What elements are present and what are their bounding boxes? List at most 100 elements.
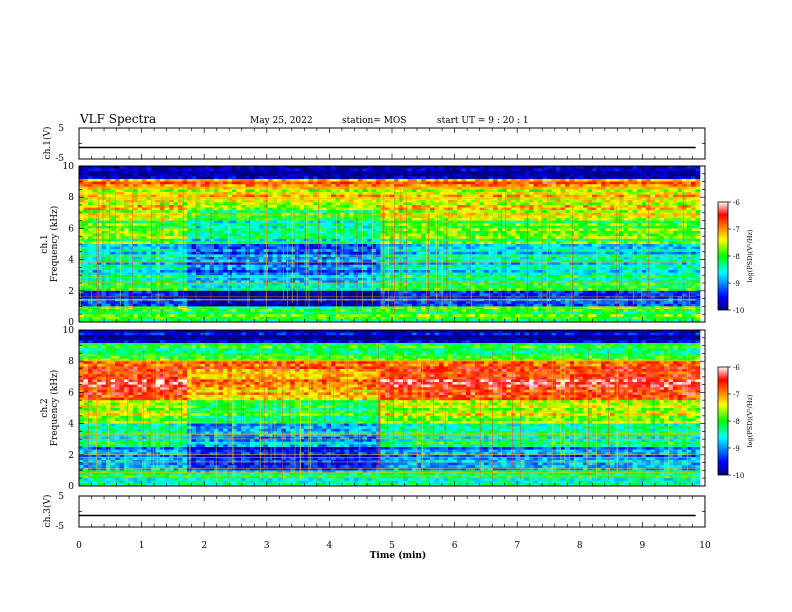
psd-cell [335, 249, 341, 253]
psd-cell [79, 223, 84, 227]
psd-cell [119, 246, 125, 250]
psd-cell [245, 194, 251, 198]
psd-cell [457, 207, 462, 211]
psd-cell [263, 199, 269, 203]
psd-cell [344, 215, 350, 219]
psd-cell [290, 246, 296, 250]
psd-cell [223, 171, 228, 175]
psd-cell [286, 192, 291, 195]
psd-cell [92, 202, 98, 206]
psd-cell [254, 179, 260, 182]
psd-cell [389, 189, 395, 193]
psd-cell [79, 194, 84, 198]
psd-cell [641, 205, 647, 208]
psd-cell [632, 181, 638, 185]
psd-cell [506, 205, 512, 208]
psd-cell [299, 179, 305, 182]
psd-cell [286, 228, 291, 232]
psd-cell [416, 241, 422, 245]
psd-cell [232, 215, 237, 219]
psd-cell [277, 225, 282, 229]
psd-cell [380, 173, 386, 177]
psd-cell [106, 202, 111, 206]
psd-cell [187, 179, 192, 182]
psd-cell [641, 189, 647, 193]
psd-cell [637, 212, 642, 216]
psd-cell [484, 225, 489, 229]
psd-cell [695, 205, 701, 208]
psd-cell [119, 228, 125, 232]
psd-cell [241, 168, 246, 172]
psd-cell [394, 220, 399, 224]
psd-cell [286, 212, 291, 216]
psd-cell [506, 225, 512, 229]
psd-cell [187, 220, 192, 224]
psd-cell [673, 205, 678, 208]
psd-cell [430, 189, 435, 193]
psd-cell [664, 233, 669, 237]
psd-cell [349, 181, 354, 185]
psd-cell [448, 179, 453, 182]
psd-cell [115, 251, 120, 255]
psd-cell [556, 223, 561, 227]
psd-cell [259, 189, 264, 193]
psd-cell [691, 228, 696, 232]
psd-cell [232, 202, 237, 206]
psd-cell [632, 246, 638, 250]
psd-cell [430, 231, 435, 234]
psd-cell [88, 171, 93, 175]
psd-cell [218, 202, 224, 206]
psd-cell [119, 194, 125, 198]
psd-cell [556, 220, 561, 224]
psd-cell [250, 246, 255, 250]
psd-cell [97, 225, 102, 229]
psd-cell [376, 249, 381, 253]
psd-cell [160, 173, 165, 177]
psd-cell [101, 218, 107, 221]
psd-cell [128, 205, 134, 208]
psd-cell [619, 189, 624, 193]
psd-cell [331, 168, 336, 172]
psd-cell [610, 192, 615, 195]
psd-cell [412, 251, 417, 255]
psd-cell [250, 231, 255, 234]
psd-cell [394, 199, 399, 203]
psd-cell [119, 202, 125, 206]
psd-cell [313, 194, 318, 198]
psd-cell [466, 225, 471, 229]
psd-cell [200, 231, 206, 234]
psd-cell [362, 231, 368, 234]
psd-cell [196, 173, 201, 177]
psd-cell [133, 236, 138, 240]
psd-cell [245, 168, 251, 172]
psd-cell [488, 210, 494, 214]
psd-cell [434, 176, 440, 180]
psd-cell [623, 205, 629, 208]
psd-cell [83, 257, 89, 260]
psd-cell [232, 241, 237, 245]
psd-cell [605, 199, 611, 203]
psd-cell [583, 184, 588, 188]
psd-cell [425, 212, 431, 216]
psd-cell [637, 231, 642, 234]
psd-cell [439, 241, 444, 245]
psd-cell [214, 176, 219, 180]
psd-cell [254, 173, 260, 177]
psd-cell [695, 192, 701, 195]
psd-cell [628, 241, 633, 245]
psd-cell [506, 223, 512, 227]
psd-cell [691, 173, 696, 177]
psd-cell [160, 181, 165, 185]
psd-cell [133, 246, 138, 250]
psd-cell [151, 179, 156, 182]
psd-cell [628, 215, 633, 219]
psd-cell [682, 176, 687, 180]
psd-cell [614, 184, 620, 188]
psd-cell [668, 179, 674, 182]
psd-cell [632, 192, 638, 195]
psd-cell [637, 202, 642, 206]
psd-cell [110, 231, 116, 234]
psd-cell [308, 231, 314, 234]
psd-cell [439, 179, 444, 182]
psd-cell [335, 218, 341, 221]
